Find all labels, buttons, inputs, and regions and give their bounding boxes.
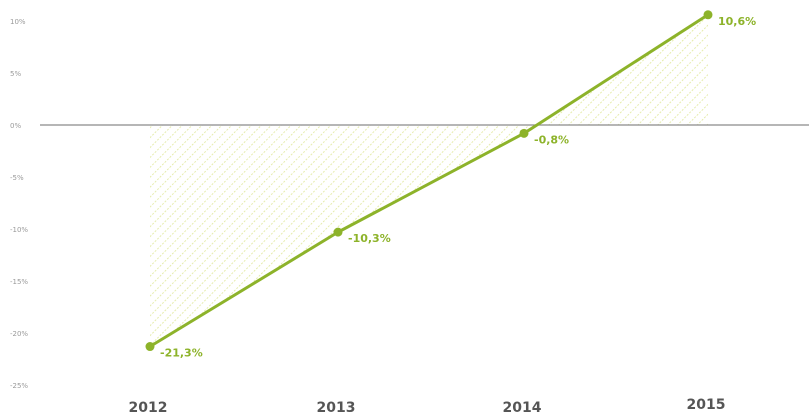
y-tick-label: -5% (10, 174, 24, 182)
hatched-area (150, 14, 708, 347)
y-tick-label: 0% (10, 122, 21, 130)
data-point (145, 342, 155, 352)
data-labels: -21,3% -10,3% -0,8% 10,6% (160, 15, 756, 360)
y-tick-label: -15% (10, 278, 28, 286)
x-tick-label: 2012 (129, 400, 168, 416)
series-line (149, 13, 709, 348)
data-label: 10,6% (718, 15, 756, 28)
x-axis-ticks: 2012 2013 2014 2015 (129, 397, 726, 416)
y-tick-label: -20% (10, 330, 28, 338)
data-points (145, 10, 713, 352)
data-point (519, 128, 529, 138)
x-tick-label: 2013 (317, 400, 356, 416)
data-point (333, 227, 343, 237)
data-point (703, 10, 713, 20)
y-tick-label: -10% (10, 226, 28, 234)
data-label: -21,3% (160, 347, 203, 360)
y-tick-label: -25% (10, 382, 28, 390)
data-label: -0,8% (534, 133, 569, 146)
x-tick-label: 2014 (503, 400, 542, 416)
y-tick-label: 5% (10, 70, 21, 78)
y-tick-label: 10% (10, 18, 26, 26)
hatched-area-fill (150, 14, 708, 347)
x-tick-label: 2015 (687, 397, 726, 413)
series-line-group (149, 13, 709, 348)
y-axis-ticks: 10% 5% 0% -5% -10% -15% -20% -25% (10, 18, 28, 390)
data-label: -10,3% (348, 232, 391, 245)
